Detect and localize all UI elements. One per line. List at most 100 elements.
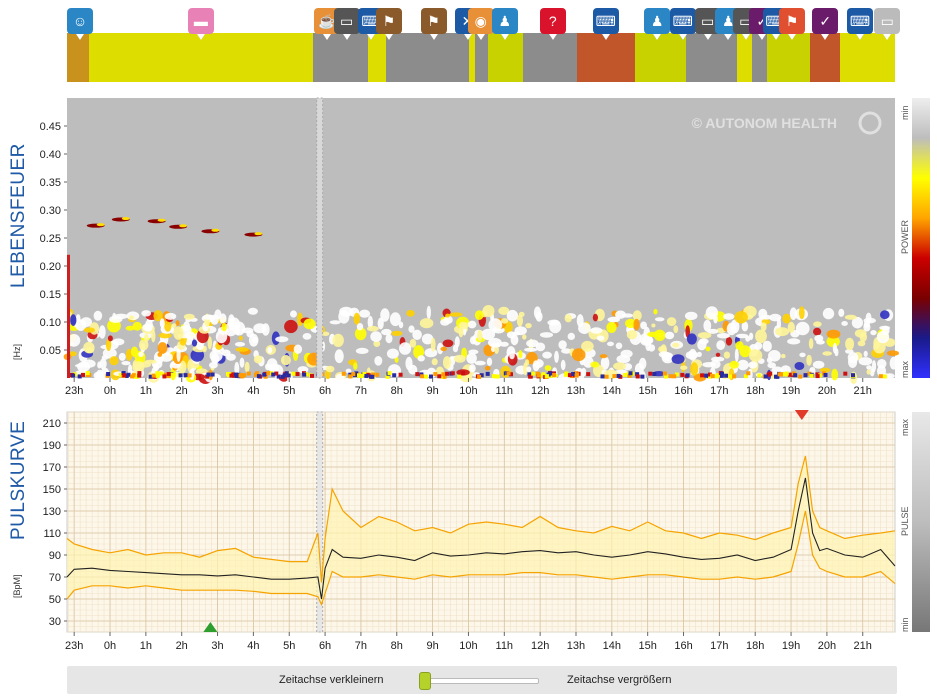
hiking-icon[interactable]: ⚑	[375, 8, 402, 40]
heatmap-cell	[431, 358, 438, 366]
zoom-in-label[interactable]: Zeitachse vergrößern	[567, 674, 672, 686]
activity-segment[interactable]	[809, 33, 841, 82]
heatmap-cell	[302, 333, 312, 340]
heatmap-cell	[247, 307, 258, 315]
heatmap-cell	[857, 340, 866, 347]
heatmap-cell	[627, 373, 632, 378]
heatmap-cell	[571, 372, 576, 377]
heatmap-cell	[866, 369, 871, 375]
activity-segment[interactable]	[767, 33, 810, 82]
activity-segment[interactable]	[385, 33, 470, 82]
keyboard-icon-5[interactable]: ⌨	[846, 8, 873, 40]
activity-segment[interactable]	[736, 33, 752, 82]
zoom-out-label[interactable]: Zeitachse verkleinern	[279, 674, 384, 686]
heatmap-cell	[708, 372, 712, 377]
activity-segment[interactable]	[487, 33, 524, 82]
heatmap-cell	[121, 371, 126, 376]
heatmap-cell	[560, 359, 566, 371]
meal-icon-2[interactable]: ◉	[467, 8, 494, 40]
heatmap-cell	[506, 371, 511, 376]
heatmap-cell	[75, 314, 81, 324]
heatmap-cell	[486, 357, 493, 366]
activity-segment[interactable]	[840, 33, 895, 82]
heatmap-cell	[518, 350, 523, 359]
activity-segment[interactable]	[67, 33, 90, 82]
monitor-icon[interactable]: ▭	[874, 8, 901, 40]
activity-segment[interactable]	[475, 33, 488, 82]
heatmap-cell	[148, 374, 153, 379]
walking-icon[interactable]: ⚑	[779, 8, 806, 40]
heatmap-cell	[290, 310, 297, 318]
activity-segment[interactable]	[577, 33, 635, 82]
meeting-icon-2[interactable]: ♟	[644, 8, 671, 40]
meeting-icon[interactable]: ♟	[491, 8, 518, 40]
pulse-ytick-label: 210	[43, 418, 61, 430]
activity-segment[interactable]	[312, 33, 368, 82]
heatmap-ytick-label: 0.05	[40, 345, 61, 357]
heatmap-cell	[364, 373, 369, 378]
heatmap-cell	[623, 372, 628, 377]
heatmap-cell	[863, 317, 876, 324]
pulse-ytick-label: 190	[43, 440, 61, 452]
heatmap-cell	[793, 373, 798, 378]
heatmap-cell	[826, 329, 841, 339]
heatmap-cell	[137, 371, 142, 376]
heatmap-cell	[844, 314, 857, 320]
heatmap-cell	[672, 374, 677, 379]
heatmap-cell	[741, 321, 749, 332]
heatmap-cell	[720, 371, 724, 376]
heatmap-cell	[870, 330, 877, 336]
car-icon[interactable]: ▭	[333, 8, 360, 40]
pulse-xtick-label: 6h	[319, 640, 331, 652]
heatmap-cell	[356, 373, 361, 378]
heatmap-cell	[129, 315, 134, 320]
relax-icon-2[interactable]: ✓	[812, 8, 839, 40]
heatmap-cell	[880, 310, 890, 320]
keyboard-icon-3[interactable]: ⌨	[669, 8, 696, 40]
heatmap-cell	[109, 315, 123, 323]
heatmap-cell	[876, 331, 890, 344]
activity-segment[interactable]	[686, 33, 737, 82]
activity-segment[interactable]	[751, 33, 768, 82]
heatmap-cell	[732, 374, 737, 379]
hiking-icon-2[interactable]: ⚑	[420, 8, 447, 40]
bed-icon[interactable]: ▬	[187, 8, 214, 40]
keyboard-icon-2[interactable]: ⌨	[592, 8, 619, 40]
heatmap-cell	[211, 228, 220, 232]
heatmap-cell	[415, 372, 420, 377]
heatmap-cell	[707, 328, 719, 334]
brain-icon[interactable]: ☺	[67, 8, 93, 40]
heatmap-cell	[271, 372, 276, 377]
heatmap-cell	[552, 373, 557, 378]
pulse-ytick-label: 90	[49, 550, 61, 562]
pulse-xtick-label: 13h	[567, 640, 585, 652]
question-icon[interactable]: ?	[539, 8, 566, 40]
heatmap-cell	[527, 372, 532, 377]
heatmap-cell	[729, 360, 739, 369]
activity-segment[interactable]	[367, 33, 386, 82]
heatmap-cell	[596, 335, 605, 341]
heatmap-cell	[219, 313, 227, 324]
zoom-slider-handle[interactable]	[419, 672, 431, 690]
activity-segment[interactable]	[89, 33, 313, 82]
heatmap-cell	[672, 342, 680, 348]
activity-segment[interactable]	[523, 33, 578, 82]
heatmap-cell	[83, 327, 96, 333]
heatmap-xtick-label: 5h	[283, 385, 295, 397]
heatmap-cell	[612, 374, 617, 379]
heatmap-cell	[158, 332, 172, 339]
heatmap-cell	[607, 341, 614, 347]
pulse-xtick-label: 15h	[638, 640, 656, 652]
heatmap-cell	[261, 323, 270, 336]
heatmap-cell	[809, 373, 814, 378]
activity-segment[interactable]	[469, 33, 476, 82]
zoom-slider-track[interactable]	[422, 678, 539, 684]
heatmap-cell	[239, 357, 245, 368]
activity-segment[interactable]	[635, 33, 687, 82]
heatmap-cell	[716, 340, 726, 351]
heatmap-xtick-label: 16h	[674, 385, 692, 397]
heatmap-cell	[419, 318, 434, 329]
pulse-xtick-label: 5h	[283, 640, 295, 652]
heatmap-cell	[183, 321, 191, 332]
heatmap-cell	[126, 372, 131, 377]
